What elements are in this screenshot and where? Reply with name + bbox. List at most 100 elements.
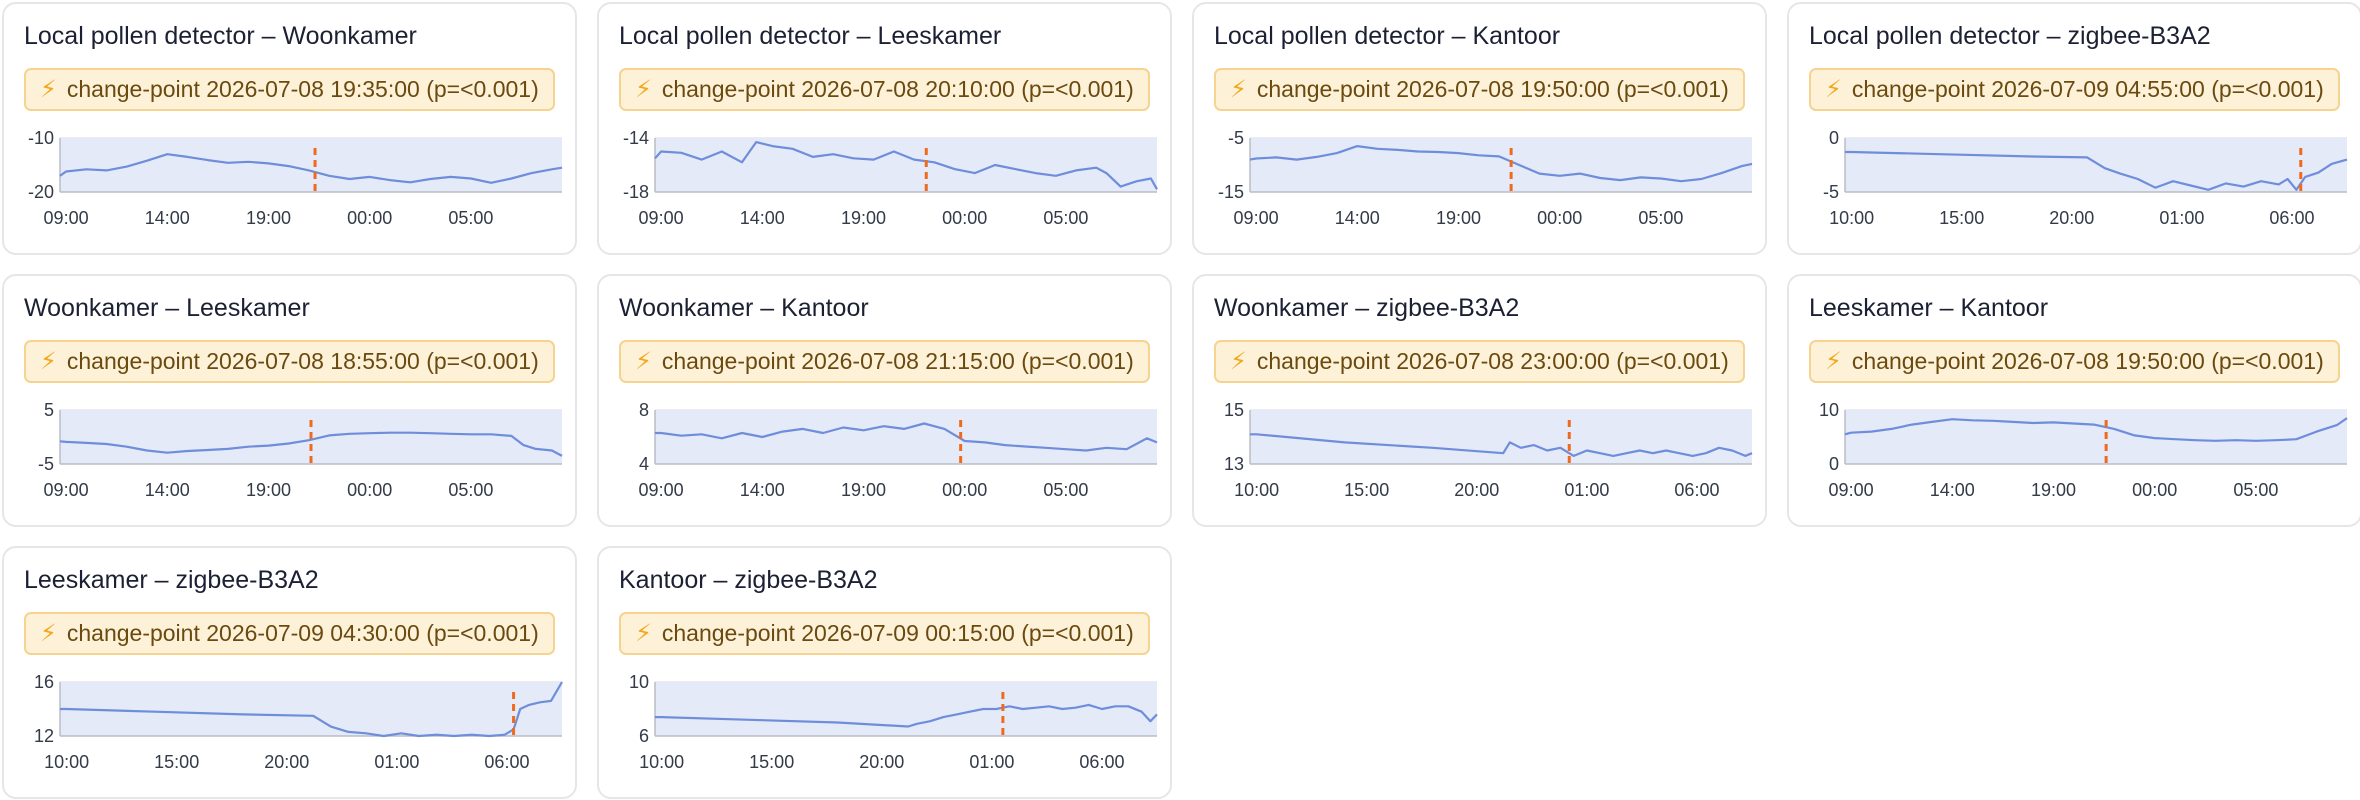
area-fill	[1845, 138, 2347, 192]
x-tick-label: 10:00	[1234, 480, 1279, 500]
y-tick-label: -18	[623, 182, 649, 202]
lightning-icon: ⚡	[1230, 76, 1247, 103]
series-line	[654, 141, 1158, 190]
area-fill	[655, 138, 1157, 192]
card-title: Local pollen detector – Woonkamer	[24, 22, 417, 50]
x-tick-label: 09:00	[1829, 480, 1874, 500]
card-title: Woonkamer – zigbee-B3A2	[1214, 294, 1520, 322]
timeseries-chart: 5 -5 09:00 14:00 19:00 00:00 05:00	[38, 400, 563, 500]
change-point-text: change-point 2026-07-08 19:50:00 (p=<0.0…	[1256, 76, 1729, 102]
y-tick-label: 6	[639, 726, 649, 746]
x-tick-label: 14:00	[740, 208, 785, 228]
lightning-icon: ⚡	[635, 348, 652, 375]
x-tick-label: 00:00	[942, 208, 987, 228]
series-line	[1845, 150, 2348, 191]
y-tick-label: 8	[639, 400, 649, 420]
lightning-icon: ⚡	[40, 620, 57, 647]
timeseries-chart: 10 0 09:00 14:00 19:00 00:00 05:00	[1819, 400, 2348, 500]
chart-card: Local pollen detector – Kantoor ⚡ change-p…	[1192, 2, 1767, 255]
series-line	[655, 422, 1158, 452]
x-tick-label: 00:00	[347, 480, 392, 500]
x-tick-label: 19:00	[246, 208, 291, 228]
card-title: Local pollen detector – zigbee-B3A2	[1809, 22, 2211, 50]
change-point-text: change-point 2026-07-09 04:30:00 (p=<0.0…	[66, 620, 539, 646]
chart-card: Local pollen detector – Woonkamer ⚡ change…	[2, 2, 577, 255]
x-tick-label: 14:00	[740, 480, 785, 500]
x-tick-label: 15:00	[154, 752, 199, 772]
y-tick-label: 15	[1224, 400, 1244, 420]
x-tick-label: 15:00	[1344, 480, 1389, 500]
y-tick-label: -10	[28, 128, 54, 148]
change-point-text: change-point 2026-07-08 18:55:00 (p=<0.0…	[66, 348, 539, 374]
x-tick-label: 15:00	[749, 752, 794, 772]
change-point-text: change-point 2026-07-08 20:10:00 (p=<0.0…	[661, 76, 1134, 102]
x-tick-label: 15:00	[1939, 208, 1984, 228]
x-tick-label: 01:00	[969, 752, 1014, 772]
y-tick-label: -5	[38, 454, 54, 474]
x-tick-label: 00:00	[1537, 208, 1582, 228]
area-fill	[655, 410, 1157, 464]
card-title: Woonkamer – Kantoor	[619, 294, 869, 322]
x-tick-label: 14:00	[145, 480, 190, 500]
change-point-badge: ⚡ change-point 2026-07-09 00:15:00 (p=<0.…	[619, 612, 1150, 655]
area-fill	[1250, 138, 1752, 192]
card-title: Woonkamer – Leeskamer	[24, 294, 310, 322]
x-tick-label: 19:00	[841, 208, 886, 228]
x-tick-label: 14:00	[1930, 480, 1975, 500]
area-fill	[60, 682, 562, 736]
x-tick-label: 00:00	[2132, 480, 2177, 500]
change-point-badge: ⚡ change-point 2026-07-08 19:50:00 (p=<0.…	[1214, 68, 1745, 111]
x-tick-label: 01:00	[374, 752, 419, 772]
change-point-text: change-point 2026-07-08 19:35:00 (p=<0.0…	[66, 76, 539, 102]
x-tick-label: 01:00	[2159, 208, 2204, 228]
y-tick-label: -14	[623, 128, 649, 148]
x-tick-label: 19:00	[2031, 480, 2076, 500]
chart-card: Leeskamer – zigbee-B3A2 ⚡ change-point 202…	[2, 546, 577, 799]
lightning-icon: ⚡	[635, 76, 652, 103]
chart-card: Local pollen detector – zigbee-B3A2 ⚡ chan…	[1787, 2, 2360, 255]
card-title: Leeskamer – zigbee-B3A2	[24, 566, 319, 594]
lightning-icon: ⚡	[1825, 348, 1842, 375]
x-tick-label: 20:00	[264, 752, 309, 772]
y-tick-label: -5	[1228, 128, 1244, 148]
x-tick-label: 05:00	[1043, 208, 1088, 228]
timeseries-chart: -5 -15 09:00 14:00 19:00 00:00 05:00	[1218, 128, 1753, 228]
x-tick-label: 19:00	[841, 480, 886, 500]
x-tick-label: 20:00	[859, 752, 904, 772]
chart-card: Woonkamer – Leeskamer ⚡ change-point 2026-…	[2, 274, 577, 527]
change-point-text: change-point 2026-07-08 21:15:00 (p=<0.0…	[661, 348, 1134, 374]
x-tick-label: 09:00	[639, 208, 684, 228]
timeseries-chart: 15 13 10:00 15:00 20:00 01:00 06:00	[1224, 400, 1753, 500]
x-tick-label: 06:00	[2269, 208, 2314, 228]
x-tick-label: 06:00	[1674, 480, 1719, 500]
x-tick-label: 19:00	[1436, 208, 1481, 228]
chart-card: Local pollen detector – Leeskamer ⚡ change…	[597, 2, 1172, 255]
x-tick-label: 20:00	[1454, 480, 1499, 500]
x-tick-label: 05:00	[448, 208, 493, 228]
card-title: Leeskamer – Kantoor	[1809, 294, 2049, 322]
timeseries-chart: 16 12 10:00 15:00 20:00 01:00 06:00	[34, 672, 563, 772]
series-line	[59, 153, 563, 184]
x-tick-label: 00:00	[942, 480, 987, 500]
x-tick-label: 10:00	[639, 752, 684, 772]
x-tick-label: 19:00	[246, 480, 291, 500]
change-point-text: change-point 2026-07-09 04:55:00 (p=<0.0…	[1851, 76, 2324, 102]
card-title: Local pollen detector – Kantoor	[1214, 22, 1561, 50]
y-tick-label: -15	[1218, 182, 1244, 202]
x-tick-label: 05:00	[1638, 208, 1683, 228]
y-tick-label: 10	[1819, 400, 1839, 420]
change-point-badge: ⚡ change-point 2026-07-08 19:50:00 (p=<0.…	[1809, 340, 2340, 383]
x-tick-label: 06:00	[1079, 752, 1124, 772]
series-line	[655, 703, 1158, 728]
y-tick-label: 12	[34, 726, 54, 746]
lightning-icon: ⚡	[40, 76, 57, 103]
area-fill	[655, 682, 1157, 736]
x-tick-label: 09:00	[44, 480, 89, 500]
lightning-icon: ⚡	[1825, 76, 1842, 103]
timeseries-chart: 0 -5 10:00 15:00 20:00 01:00 06:00	[1823, 128, 2348, 228]
timeseries-chart: 10 6 10:00 15:00 20:00 01:00 06:00	[629, 672, 1158, 772]
y-tick-label: 4	[639, 454, 649, 474]
y-tick-label: 16	[34, 672, 54, 692]
chart-card: Kantoor – zigbee-B3A2 ⚡ change-point 2026-…	[597, 546, 1172, 799]
